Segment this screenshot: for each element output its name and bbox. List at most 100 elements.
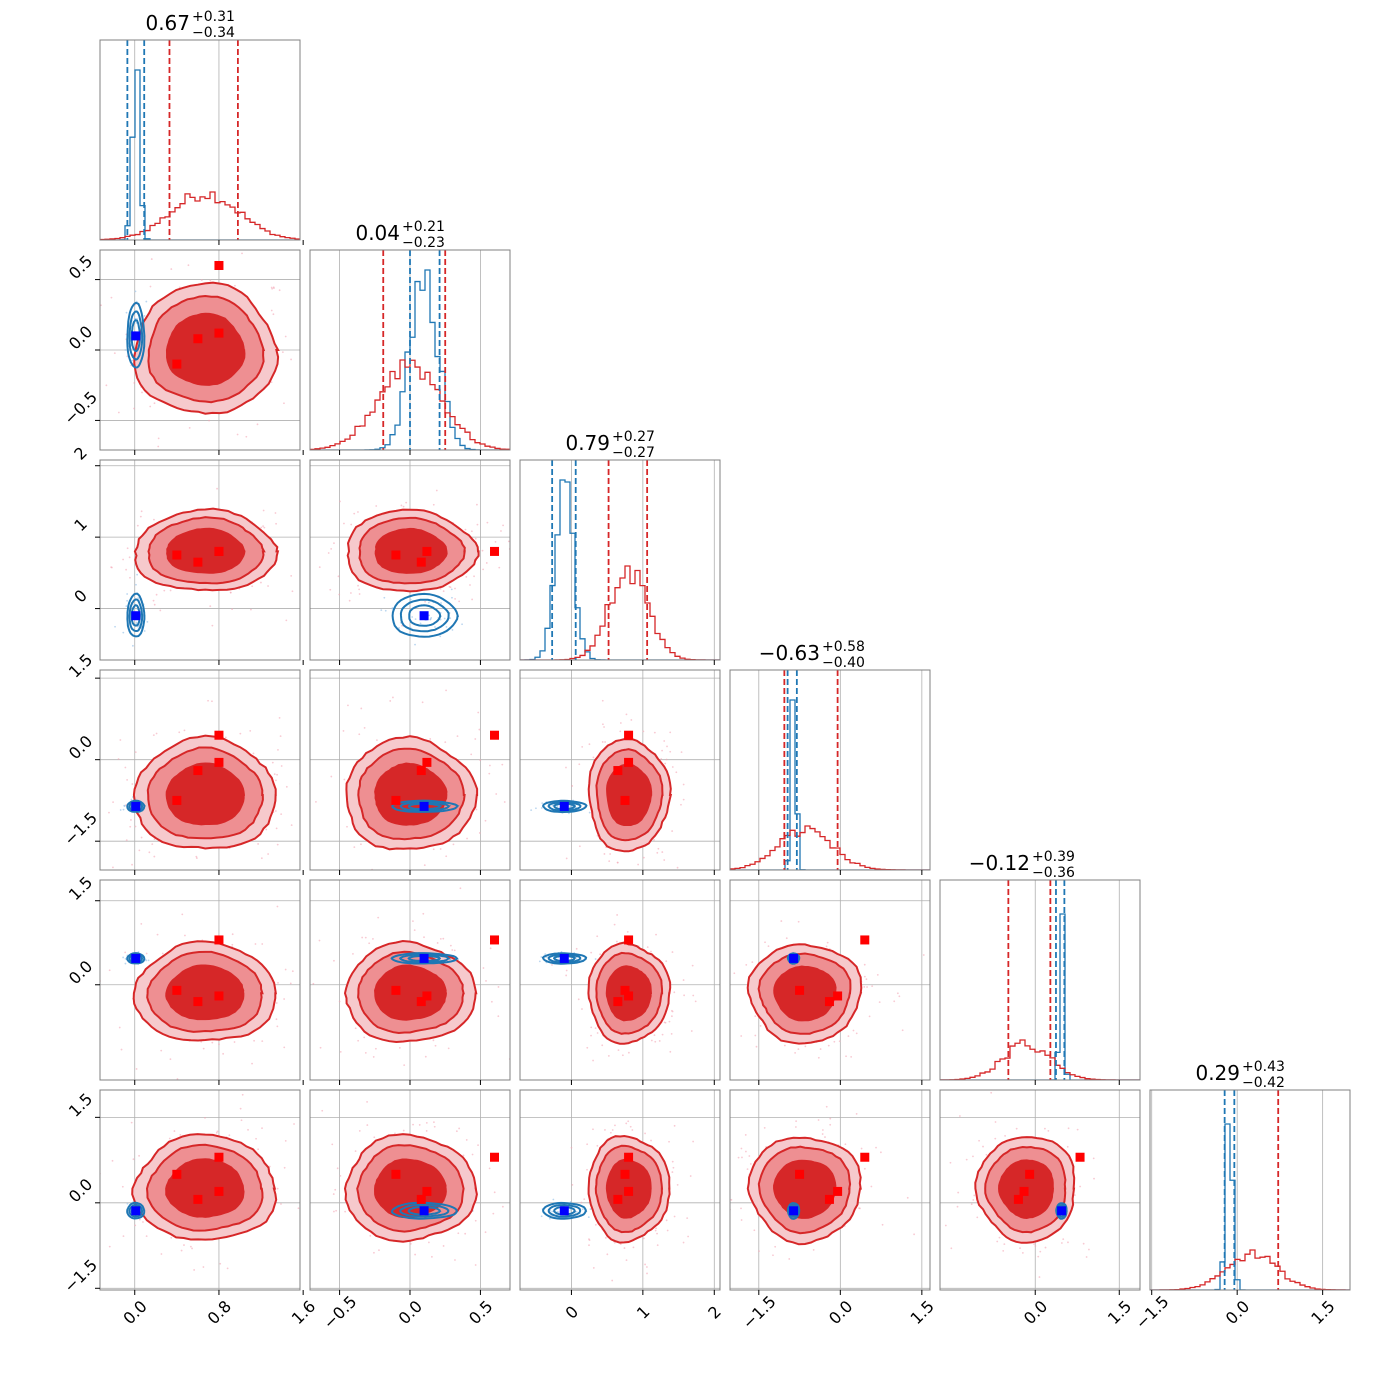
sample-point-a: [46, 301, 48, 303]
sample-point-b: [122, 808, 125, 811]
sample-point-a: [616, 861, 619, 864]
sample-point-a: [497, 986, 500, 988]
sample-point-a: [619, 722, 622, 724]
sample-point-a: [352, 953, 354, 955]
sample-point-a: [833, 1040, 836, 1043]
sample-point-a: [414, 1253, 417, 1256]
sample-point-a: [623, 1247, 626, 1249]
sample-point-a: [666, 1229, 669, 1232]
sample-point-a: [865, 978, 868, 981]
sample-point-a: [281, 351, 284, 354]
sample-point-a: [305, 805, 307, 807]
sample-point-b: [557, 1211, 560, 1214]
panel-frame: [939, 879, 1141, 1081]
sample-point-b: [587, 1216, 590, 1219]
sample-point-a: [654, 1040, 657, 1043]
sample-point-a: [364, 936, 367, 939]
sample-point-a: [135, 1068, 138, 1070]
truth-marker-a: [624, 757, 634, 767]
sample-point-b: [549, 1217, 551, 1220]
sample-point-a: [134, 751, 137, 754]
sample-point-a: [321, 1109, 324, 1112]
sample-point-a: [1015, 1127, 1018, 1130]
sample-point-a: [745, 963, 748, 966]
x-tick-label: 0.5: [465, 1297, 496, 1328]
panel-frame: [99, 459, 301, 661]
sample-point-a: [439, 587, 442, 590]
sample-point-a: [706, 976, 708, 978]
y-tick-label: 0.0: [65, 732, 96, 763]
sample-point-a: [260, 857, 263, 860]
sample-point-a: [668, 1140, 670, 1143]
sample-point-a: [231, 933, 234, 936]
sample-point-a: [1073, 1194, 1076, 1197]
sample-point-a: [354, 1150, 357, 1153]
contour-a-inner: [165, 964, 245, 1021]
sample-point-a: [316, 530, 318, 532]
panel-5-3: −1.5 0.0 1.5: [726, 1089, 938, 1333]
panel-frame: [729, 669, 931, 871]
sample-point-a: [726, 1218, 728, 1220]
sample-point-a: [132, 1158, 135, 1161]
sample-point-a: [1019, 1247, 1021, 1250]
truth-marker-b: [789, 953, 799, 963]
sample-point-a: [898, 995, 901, 998]
truth-marker-b: [559, 801, 569, 811]
sample-point-a: [307, 365, 309, 367]
sample-point-a: [578, 763, 581, 766]
sample-point-a: [592, 1059, 594, 1062]
sample-point-a: [671, 1160, 674, 1163]
sample-point-a: [169, 589, 172, 592]
sample-point-a: [331, 1143, 334, 1146]
sample-point-a: [360, 707, 363, 710]
sample-point-a: [571, 1184, 574, 1186]
sample-point-a: [498, 566, 501, 569]
sample-point-a: [183, 874, 185, 876]
sample-point-a: [394, 1132, 396, 1135]
sample-point-a: [754, 1034, 757, 1037]
sample-point-a: [306, 766, 308, 768]
truth-marker-a: [214, 546, 224, 556]
sample-point-a: [315, 800, 317, 803]
contour-a-inner: [165, 762, 246, 826]
contour-b-2: [553, 1206, 577, 1216]
sample-point-a: [280, 813, 283, 816]
sample-point-a: [124, 766, 127, 769]
histogram-a: [940, 1039, 1140, 1080]
sample-point-a: [990, 1091, 993, 1094]
sample-point-a: [609, 853, 612, 855]
sample-point-a: [256, 423, 259, 426]
sample-point-b: [126, 593, 129, 595]
sample-point-a: [394, 871, 396, 873]
sample-point-a: [318, 566, 321, 569]
histogram-a: [100, 191, 300, 240]
sample-point-a: [344, 1210, 347, 1213]
sample-point-a: [819, 1048, 822, 1050]
sample-point-b: [414, 618, 417, 621]
sample-point-a: [661, 749, 663, 752]
panel-title-plus: +0.27: [612, 429, 655, 445]
x-tick-label: 0.8: [204, 1297, 235, 1328]
sample-point-a: [475, 808, 478, 811]
sample-point-b: [135, 583, 137, 586]
sample-point-a: [479, 759, 482, 762]
sample-point-a: [100, 304, 102, 307]
sample-point-a: [261, 1127, 263, 1130]
sample-point-a: [817, 1119, 820, 1121]
x-tick-label: 1.5: [1307, 1297, 1338, 1328]
sample-point-a: [449, 944, 452, 947]
truth-marker-b: [789, 1206, 799, 1216]
sample-point-a: [456, 735, 459, 738]
sample-point-a: [978, 1139, 980, 1142]
sample-point-a: [131, 863, 133, 866]
sample-point-a: [476, 523, 479, 526]
contour-b-1: [547, 1203, 582, 1218]
sample-point-a: [153, 402, 156, 405]
sample-point-b: [450, 588, 453, 591]
sample-point-a: [276, 1025, 279, 1028]
sample-point-a: [692, 994, 695, 997]
sample-point-a: [160, 1049, 163, 1052]
sample-point-a: [369, 1234, 372, 1237]
sample-point-a: [586, 1143, 589, 1146]
sample-point-a: [737, 1156, 740, 1159]
